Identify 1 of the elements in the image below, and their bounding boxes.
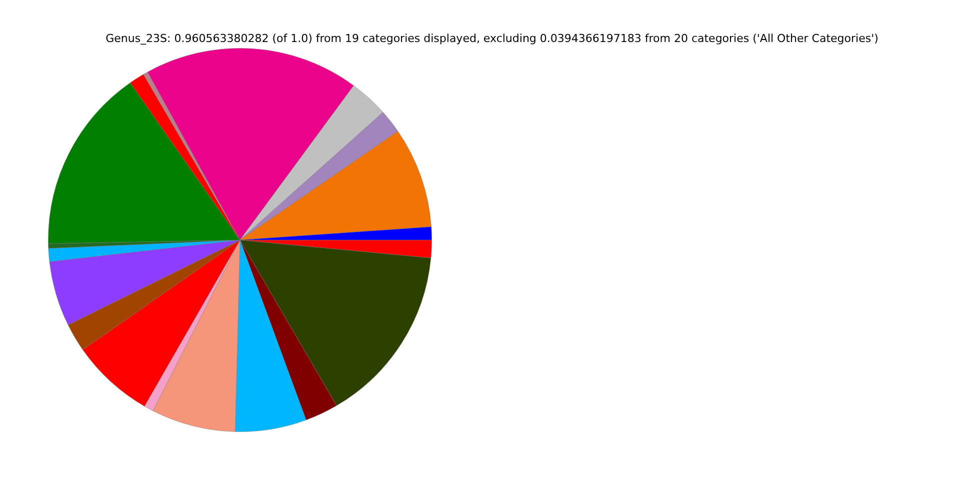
text: Genus_23S: 0.960563380282 (of 1.0) from 19 categories displayed, excluding 0.0394366197183 from 20 categories ('All Other Categories') [104, 32, 880, 45]
